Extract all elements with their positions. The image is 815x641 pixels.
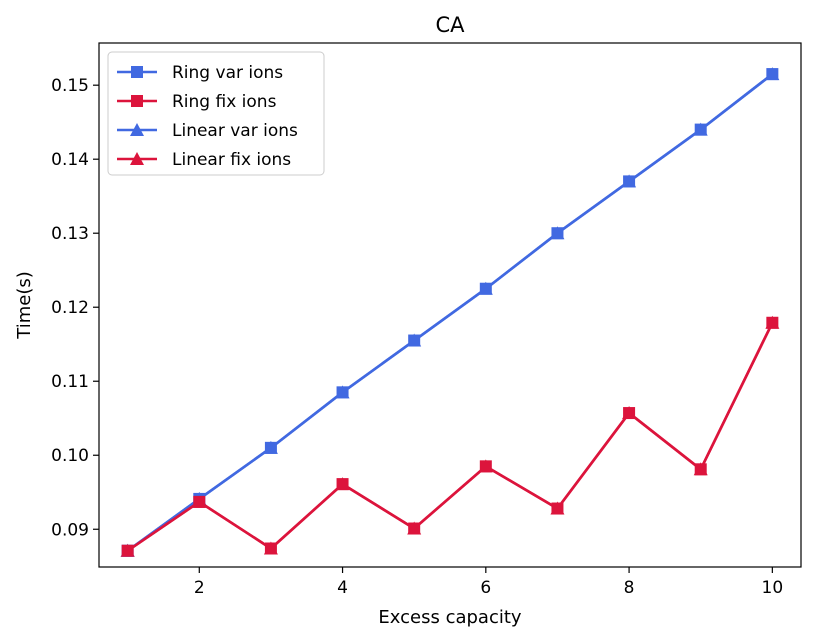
data-point xyxy=(408,522,421,535)
axis-ticks: 2 4 6 8 10 0.09 0.10 0.11 0.12 0.13 0.14 0.15 xyxy=(51,76,783,598)
x-tick-label: 6 xyxy=(480,578,491,598)
legend-marker xyxy=(131,66,143,78)
data-point xyxy=(336,386,349,399)
data-point xyxy=(336,478,349,491)
series-line xyxy=(126,322,774,552)
data-point xyxy=(121,544,134,557)
data-point xyxy=(193,495,206,508)
y-axis-label: Time(s) xyxy=(14,271,35,339)
x-tick-label: 8 xyxy=(624,578,635,598)
data-point xyxy=(766,316,779,329)
series-line xyxy=(126,73,774,552)
data-point xyxy=(623,175,636,188)
data-point xyxy=(264,441,277,454)
y-tick-label: 0.13 xyxy=(51,224,89,244)
y-tick-label: 0.10 xyxy=(51,446,89,466)
y-tick-label: 0.15 xyxy=(51,76,89,96)
chart-title: CA xyxy=(435,13,465,37)
y-tick-label: 0.09 xyxy=(51,520,89,540)
legend-marker xyxy=(130,123,144,136)
legend-item: Linear var ions xyxy=(117,121,298,141)
data-point xyxy=(264,542,277,555)
plot-frame xyxy=(98,42,802,568)
data-point xyxy=(694,123,707,136)
x-tick-label: 2 xyxy=(194,578,205,598)
data-point xyxy=(694,463,707,476)
data-point xyxy=(551,502,564,515)
legend-label: Ring fix ions xyxy=(172,92,277,112)
series-ring-fix-ions xyxy=(121,316,779,557)
plot-area xyxy=(120,67,780,557)
y-tick-label: 0.14 xyxy=(51,150,89,170)
legend-label: Linear fix ions xyxy=(172,150,291,170)
data-point xyxy=(551,227,564,240)
legend-marker xyxy=(130,152,144,165)
legend-box xyxy=(107,51,325,176)
x-axis-label: Excess capacity xyxy=(378,607,521,628)
x-tick-label: 10 xyxy=(762,578,784,598)
y-tick-label: 0.12 xyxy=(51,298,89,318)
data-point xyxy=(479,460,492,473)
y-tick-label: 0.11 xyxy=(51,372,89,392)
data-point xyxy=(766,68,779,81)
data-point xyxy=(408,334,421,347)
legend-label: Linear var ions xyxy=(172,121,298,141)
legend-label: Ring var ions xyxy=(172,63,283,83)
data-point xyxy=(623,407,636,420)
data-point xyxy=(479,282,492,295)
legend-item: Ring var ions xyxy=(117,63,283,83)
legend-marker xyxy=(131,95,143,107)
legend-item: Linear fix ions xyxy=(117,150,291,170)
x-tick-label: 4 xyxy=(337,578,348,598)
legend: Ring var ions Ring fix ions Linear var ion… xyxy=(107,51,325,176)
legend-item: Ring fix ions xyxy=(117,92,277,112)
